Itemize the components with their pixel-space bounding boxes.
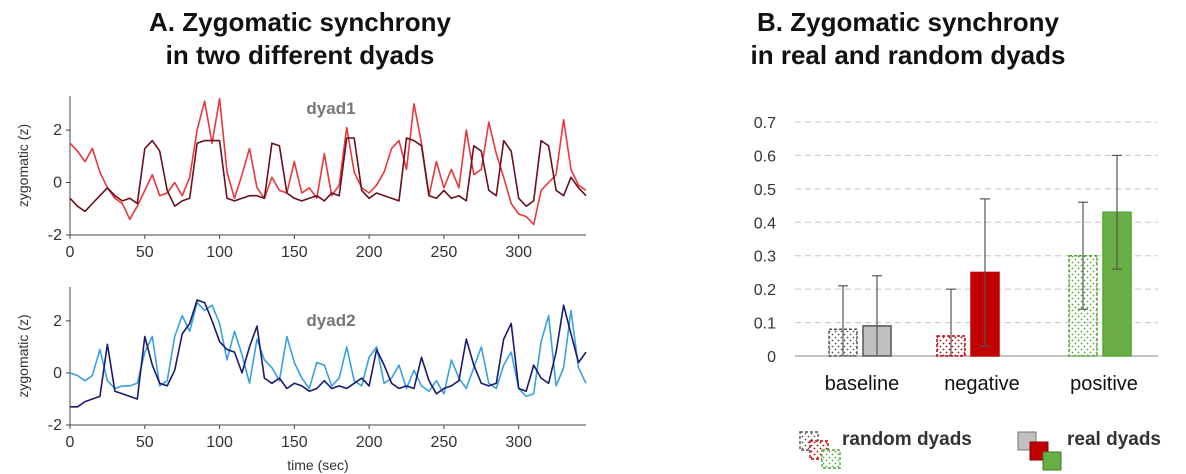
legend-real-swatch-positive bbox=[1042, 451, 1062, 471]
dyad1-x-tick-label: 0 bbox=[66, 244, 75, 261]
dyad1-x-tick-label: 50 bbox=[136, 244, 154, 261]
dyad2-x-tick-label: 0 bbox=[66, 434, 75, 451]
dyad1-y-tick-label: -2 bbox=[48, 227, 62, 244]
dyad2-label: dyad2 bbox=[306, 311, 355, 330]
panel-b-title-line1: B. Zygomatic synchrony bbox=[757, 7, 1059, 37]
dyad2-x-tick-label: 150 bbox=[281, 434, 308, 451]
panel-b-title-line2: in real and random dyads bbox=[750, 40, 1066, 70]
dyad2-x-axis-label: time (sec) bbox=[287, 457, 348, 473]
panel-a-title: A. Zygomatic synchrony in two different … bbox=[0, 6, 600, 72]
dyad1-x-tick-label: 300 bbox=[505, 244, 532, 261]
dyad2-series-line-1 bbox=[69, 301, 587, 398]
bar-y-tick-label: 0.7 bbox=[754, 115, 776, 132]
dyad1-x-tick-label: 250 bbox=[431, 244, 458, 261]
dyad2-y-axis-label: zygomatic (z) bbox=[15, 314, 31, 397]
legend-random-swatch-dots-positive bbox=[823, 451, 839, 467]
bar-y-tick-label: 0.4 bbox=[754, 215, 776, 232]
panel-b-title: B. Zygomatic synchrony in real and rando… bbox=[630, 6, 1186, 72]
panel-a-title-line1: A. Zygomatic synchrony bbox=[149, 7, 451, 37]
dyad2-y-tick-label: 2 bbox=[53, 313, 62, 330]
dyad1-y-tick-label: 2 bbox=[53, 122, 62, 139]
dyad1-y-tick-label: 0 bbox=[53, 175, 62, 192]
dyad2-x-tick-label: 250 bbox=[431, 434, 458, 451]
dyad1-x-tick-label: 100 bbox=[206, 244, 233, 261]
category-label-negative: negative bbox=[944, 373, 1020, 395]
dyad2-x-tick-label: 100 bbox=[206, 434, 233, 451]
dyad2-x-tick-label: 200 bbox=[356, 434, 383, 451]
dyad2-y-tick-label: -2 bbox=[48, 417, 62, 434]
dyad1-y-axis-label: zygomatic (z) bbox=[15, 124, 31, 207]
category-label-baseline: baseline bbox=[825, 373, 900, 395]
dyad2-x-tick-label: 300 bbox=[505, 434, 532, 451]
dyad2-x-tick-label: 50 bbox=[136, 434, 154, 451]
dyad1-series-line-2 bbox=[69, 137, 587, 213]
bar-y-tick-label: 0.2 bbox=[754, 282, 776, 299]
dyad2-y-tick-label: 0 bbox=[53, 365, 62, 382]
dyad1-label: dyad1 bbox=[306, 99, 355, 118]
bar-y-tick-label: 0.6 bbox=[754, 148, 776, 165]
bar-y-tick-label: 0.1 bbox=[754, 316, 776, 333]
category-label-positive: positive bbox=[1070, 373, 1138, 395]
dyad1-x-tick-label: 150 bbox=[281, 244, 308, 261]
bar-y-tick-label: 0.3 bbox=[754, 249, 776, 266]
legend-random-label: random dyads bbox=[842, 429, 972, 450]
panel-a-title-line2: in two different dyads bbox=[165, 40, 435, 70]
dyad2-series-line-2 bbox=[70, 299, 587, 408]
legend-real-label: real dyads bbox=[1067, 429, 1161, 450]
bar-y-tick-label: 0 bbox=[767, 349, 776, 366]
dyad1-x-tick-label: 200 bbox=[356, 244, 383, 261]
bar-y-tick-label: 0.5 bbox=[754, 182, 776, 199]
